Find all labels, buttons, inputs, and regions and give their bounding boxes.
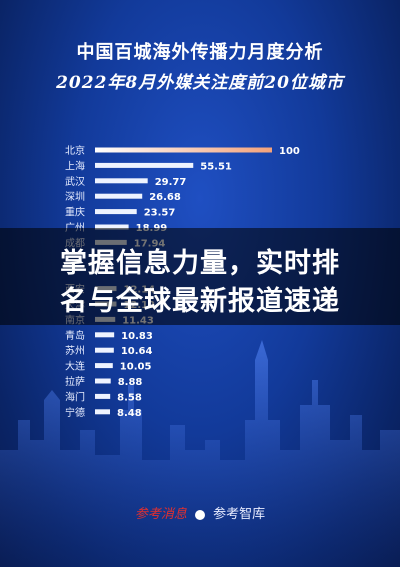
bar (95, 209, 137, 215)
chart-title: 中国百城海外传播力月度分析 (76, 42, 324, 63)
headline-banner (0, 228, 400, 325)
bar (95, 409, 111, 415)
bar (95, 147, 272, 153)
category-label: 大连 (65, 360, 85, 373)
category-label: 苏州 (65, 344, 85, 357)
value-label: 8.88 (118, 377, 143, 388)
value-label: 55.51 (200, 161, 232, 172)
category-label: 武汉 (65, 175, 85, 188)
value-label: 23.57 (144, 208, 176, 219)
value-label: 10.64 (121, 346, 153, 357)
source-name: 参考智库 (213, 507, 266, 522)
bar (95, 224, 129, 230)
bar (95, 178, 148, 184)
value-label: 10.05 (120, 362, 152, 373)
value-label: 26.68 (149, 192, 181, 203)
value-label: 8.48 (117, 408, 142, 419)
category-label: 青岛 (65, 329, 85, 342)
category-label: 拉萨 (65, 375, 85, 388)
bar (95, 378, 111, 384)
headline-line-2: 名与全球最新报道速递 (60, 286, 340, 317)
chart-subtitle: 2022年8月外媒关注度前20位城市 (56, 73, 344, 93)
category-label: 海门 (65, 390, 85, 403)
headline-line-1: 掌握信息力量，实时排 (60, 248, 340, 279)
category-label: 上海 (65, 159, 85, 172)
city-skyline-illustration (0, 340, 400, 567)
value-label: 10.83 (121, 331, 153, 342)
bar (95, 332, 115, 338)
category-label: 深圳 (65, 191, 85, 203)
value-label: 100 (279, 146, 300, 157)
bar (95, 193, 143, 199)
bar (95, 162, 194, 168)
value-label: 29.77 (155, 177, 187, 188)
cankao-xiaoxi-logo: 参考消息 (134, 507, 187, 522)
source-separator-dot (195, 509, 205, 520)
value-label: 8.58 (117, 392, 142, 403)
category-label: 北京 (65, 144, 85, 157)
bar (95, 393, 111, 399)
bar (95, 363, 113, 369)
source-credit: 参考消息 参考智库 (0, 503, 400, 522)
category-label: 宁德 (65, 406, 85, 419)
category-label: 重庆 (65, 206, 85, 219)
bar (95, 347, 114, 353)
